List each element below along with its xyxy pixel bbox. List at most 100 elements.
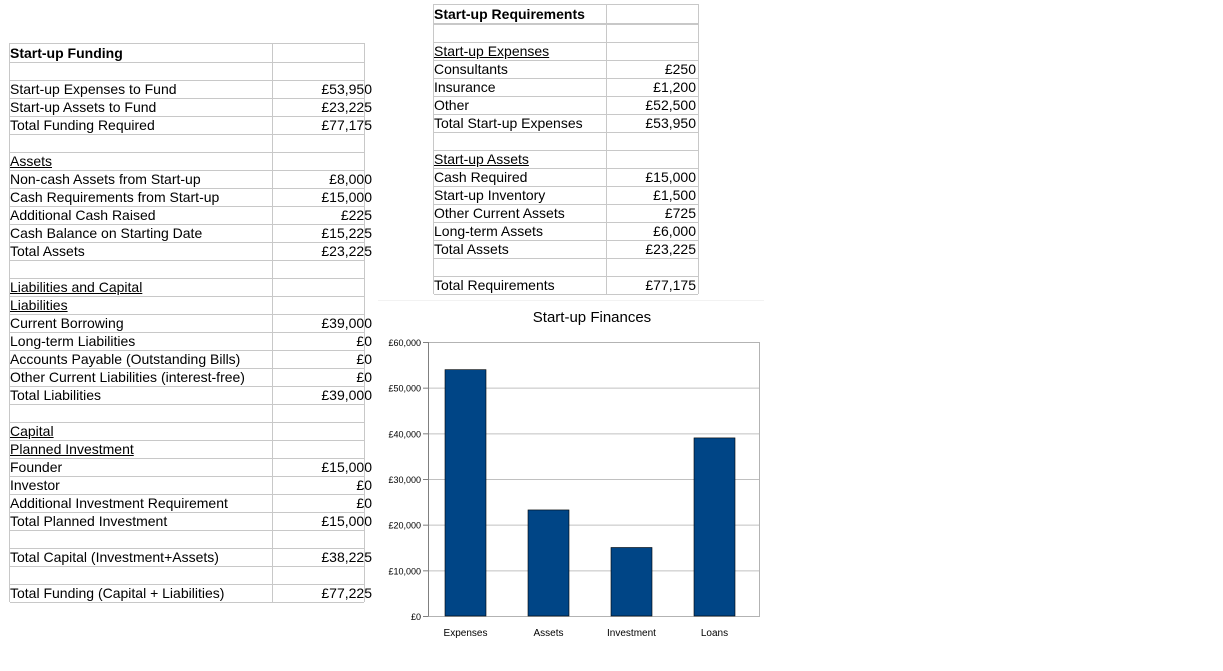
row-label: Additional Cash Raised bbox=[10, 207, 156, 223]
row-label: Start-up Assets bbox=[434, 151, 529, 167]
grid-line bbox=[10, 242, 364, 243]
row-label: Start-up Inventory bbox=[434, 187, 546, 203]
row-label: Other bbox=[434, 97, 470, 113]
grid-line bbox=[434, 96, 698, 97]
row-value: £77,175 bbox=[321, 117, 372, 133]
row-label: Insurance bbox=[434, 79, 496, 95]
grid-line bbox=[10, 368, 364, 369]
grid-line bbox=[10, 206, 364, 207]
grid-line bbox=[364, 43, 365, 602]
table-title: Start-up Funding bbox=[10, 45, 123, 61]
grid-line bbox=[10, 602, 364, 603]
grid-line bbox=[10, 386, 364, 387]
row-value: £15,000 bbox=[321, 459, 372, 475]
row-value: £1,200 bbox=[653, 79, 696, 95]
row-value: £77,225 bbox=[321, 585, 372, 601]
grid-line bbox=[434, 240, 698, 241]
row-value: £250 bbox=[664, 61, 696, 77]
row-value: £0 bbox=[272, 350, 372, 368]
grid-line bbox=[434, 23, 698, 24]
x-tick-label: Investment bbox=[607, 628, 656, 639]
row-label: Total Planned Investment bbox=[10, 513, 168, 529]
grid-line bbox=[434, 258, 698, 259]
row-label: Start-up Expenses to Fund bbox=[10, 81, 177, 97]
row-label: Total Funding (Capital + Liabilities) bbox=[10, 585, 225, 601]
grid-line bbox=[434, 60, 698, 61]
grid-line bbox=[10, 584, 364, 585]
row-value: £15,000 bbox=[321, 513, 372, 529]
row-value: £6,000 bbox=[653, 223, 696, 239]
row-value: £23,225 bbox=[321, 99, 372, 115]
grid-line bbox=[10, 314, 364, 315]
grid-line bbox=[606, 4, 607, 294]
row-label: Total Assets bbox=[10, 243, 85, 259]
startup-finances-chart: Start-up Finances £0 £10,000 £20,000 £30,000… bbox=[378, 299, 764, 650]
row-label: Start-up Expenses bbox=[434, 43, 550, 59]
grid-line bbox=[10, 296, 364, 297]
row-label: Cash Balance on Starting Date bbox=[10, 225, 203, 241]
grid-line bbox=[10, 476, 364, 477]
grid-line bbox=[434, 168, 698, 169]
grid-line bbox=[10, 332, 364, 333]
row-label: Liabilities and Capital bbox=[10, 279, 143, 295]
row-label: Start-up Assets to Fund bbox=[10, 99, 157, 115]
x-tick-label: Loans bbox=[701, 628, 728, 639]
row-value: £39,000 bbox=[321, 387, 372, 403]
grid-line bbox=[434, 204, 698, 205]
bar-loans bbox=[693, 437, 736, 617]
row-label: Long-term Liabilities bbox=[10, 333, 136, 349]
grid-line bbox=[434, 294, 698, 295]
grid-line bbox=[10, 170, 364, 171]
row-value: £39,000 bbox=[321, 315, 372, 331]
row-value: £0 bbox=[272, 332, 372, 350]
grid-line bbox=[434, 186, 698, 187]
grid-line bbox=[434, 42, 698, 43]
chart-canvas: Start-up Finances £0 £10,000 £20,000 £30,000… bbox=[378, 299, 764, 639]
x-tick-label: Expenses bbox=[444, 628, 488, 639]
grid-line bbox=[434, 150, 698, 151]
y-tick-label: £60,000 bbox=[388, 338, 421, 348]
grid-line bbox=[10, 494, 364, 495]
row-label: Consultants bbox=[434, 61, 508, 77]
grid-line bbox=[9, 43, 10, 602]
grid-line bbox=[434, 114, 698, 115]
row-label: Cash Required bbox=[434, 169, 528, 185]
row-value: £38,225 bbox=[321, 549, 372, 565]
bar-investment bbox=[610, 547, 653, 617]
row-value: £52,500 bbox=[645, 97, 696, 113]
grid-line bbox=[10, 404, 364, 405]
row-value: £0 bbox=[272, 368, 372, 386]
grid-line bbox=[10, 62, 364, 63]
row-label: Assets bbox=[10, 153, 53, 169]
row-value: £0 bbox=[272, 476, 372, 494]
grid-line bbox=[434, 276, 698, 277]
row-label: Long-term Assets bbox=[434, 223, 543, 239]
row-label: Other Current Liabilities (interest-free… bbox=[10, 369, 245, 385]
row-label: Cash Requirements from Start-up bbox=[10, 189, 220, 205]
grid-line bbox=[10, 134, 364, 135]
row-value: £23,225 bbox=[645, 241, 696, 257]
row-label: Founder bbox=[10, 459, 63, 475]
row-value: £77,175 bbox=[645, 277, 696, 293]
row-label: Other Current Assets bbox=[434, 205, 565, 221]
row-value: £15,000 bbox=[645, 169, 696, 185]
row-label: Total Assets bbox=[434, 241, 509, 257]
grid-line bbox=[10, 98, 364, 99]
grid-line bbox=[10, 530, 364, 531]
grid-line bbox=[434, 222, 698, 223]
grid-line bbox=[434, 78, 698, 79]
grid-line bbox=[434, 4, 698, 5]
chart-title: Start-up Finances bbox=[533, 309, 651, 326]
grid-line bbox=[433, 4, 434, 294]
row-label: Additional Investment Requirement bbox=[10, 495, 228, 511]
grid-line bbox=[10, 566, 364, 567]
row-label: Current Borrowing bbox=[10, 315, 124, 331]
grid-line bbox=[434, 132, 698, 133]
grid-line bbox=[272, 43, 273, 602]
row-value: £8,000 bbox=[329, 171, 372, 187]
grid-line bbox=[10, 80, 364, 81]
grid-line bbox=[10, 512, 364, 513]
row-label: Liabilities bbox=[10, 297, 68, 313]
row-label: Total Capital (Investment+Assets) bbox=[10, 549, 219, 565]
row-label: Investor bbox=[10, 477, 60, 493]
